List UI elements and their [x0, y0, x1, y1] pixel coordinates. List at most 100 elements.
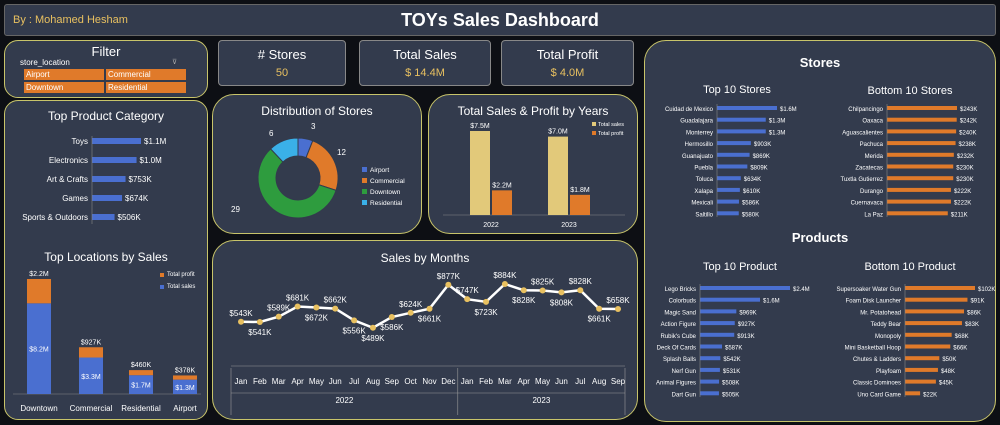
point-value-label: $681K: [286, 293, 310, 302]
donut-slice: [269, 137, 299, 163]
bar: [700, 367, 720, 372]
month-label: Dec: [441, 377, 455, 386]
month-label: Feb: [253, 377, 267, 386]
data-point: [407, 309, 414, 316]
bar: [717, 106, 777, 110]
category-label: Uno Card Game: [857, 392, 901, 397]
bottom-stores-chart: Chilpancingo $243K Oaxaca $242K Aguascalient…: [841, 104, 977, 217]
slicer-field-label: store_location: [20, 58, 70, 67]
legend-swatch: [362, 189, 367, 194]
top-category-chart: Toys $1.1M Electronics $1.0M Art & Crafts $75…: [22, 136, 167, 224]
legend-swatch-sales: [592, 122, 596, 126]
month-label: Sep: [611, 377, 626, 386]
legend-label-profit: Total profit: [167, 272, 195, 278]
bar-value-label: $508K: [722, 381, 739, 387]
bar: [717, 152, 750, 157]
bar: [887, 199, 951, 204]
header-bar: By : Mohamed Hesham TOYs Sales Dashboard: [4, 4, 996, 36]
bar: [717, 164, 748, 169]
month-label: Jan: [461, 377, 474, 386]
category-label: Zacatecas: [855, 166, 883, 172]
sales-value-label: $7.5M: [470, 123, 490, 130]
bar: [700, 344, 723, 349]
category-label: Animal Figures: [656, 381, 696, 387]
category-label: Downtown: [20, 404, 57, 413]
sales-value-label: $3.3M: [81, 374, 101, 381]
slicer-option-commercial[interactable]: Commercial: [106, 69, 186, 80]
profit-value-label: $2.2M: [492, 182, 512, 189]
profit-bar: [173, 375, 197, 380]
category-label: La Paz: [864, 212, 883, 217]
legend-label-profit: Total profit: [598, 131, 624, 137]
point-value-label: $828K: [569, 277, 593, 286]
data-point: [558, 289, 565, 296]
month-label: Jun: [329, 377, 342, 386]
bar-value-label: $68K: [955, 334, 969, 340]
point-value-label: $586K: [380, 323, 404, 332]
bar-value-label: $222K: [954, 201, 971, 207]
point-value-label: $662K: [324, 296, 348, 305]
category-label: Tuxtla Gutierrez: [841, 177, 883, 183]
point-value-label: $658K: [606, 296, 630, 305]
bar: [700, 356, 721, 361]
stores-title: Stores: [799, 55, 841, 70]
months-panel: Sales by Months $543K $541K $589K $681K $672…: [212, 240, 638, 420]
month-label: Apr: [518, 377, 531, 386]
legend-swatch-sales: [160, 285, 164, 289]
bar-value-label: $102K: [978, 287, 995, 293]
data-point: [369, 324, 376, 331]
slicer-option-airport[interactable]: Airport: [24, 69, 104, 80]
month-label: Jul: [575, 377, 585, 386]
category-label: Puebla: [694, 166, 713, 172]
category-label: Splash Balls: [663, 357, 696, 363]
category-label: Classic Dominoes: [853, 381, 901, 387]
bar-value-label: $587K: [725, 346, 742, 352]
bar: [905, 321, 962, 326]
point-value-label: $747K: [456, 286, 480, 295]
data-point: [615, 306, 621, 313]
point-value-label: $808K: [550, 298, 574, 307]
slicer-option-residential[interactable]: Residential: [106, 82, 186, 93]
bar-value-label: $232K: [957, 154, 974, 160]
data-point: [275, 313, 282, 320]
category-label: Pachuca: [860, 142, 884, 148]
bar-value-label: $542K: [723, 357, 740, 363]
bar-value-label: $753K: [129, 175, 153, 184]
slicer-option-downtown[interactable]: Downtown: [24, 82, 104, 93]
bar-value-label: $927K: [738, 322, 755, 328]
bar-value-label: $48K: [941, 369, 955, 375]
bar: [717, 129, 766, 134]
bar: [905, 391, 921, 396]
filter-clear-icon[interactable]: ⊽: [172, 59, 178, 66]
profit-value-label: $1.8M: [570, 187, 590, 194]
category-label: Oaxaca: [862, 119, 883, 125]
bar-value-label: $1.0M: [140, 156, 163, 165]
year-label: 2023: [532, 396, 550, 405]
bar: [700, 297, 760, 302]
bar-value-label: $531K: [723, 369, 740, 375]
bar-value-label: $2.4M: [793, 287, 810, 293]
bar-value-label: $969K: [739, 310, 756, 316]
data-point: [388, 314, 395, 321]
category-label: Art & Crafts: [47, 175, 88, 184]
category-label: Aguascalientes: [842, 130, 883, 136]
bar: [92, 138, 141, 144]
kpi-value: $ 14.4M: [405, 67, 445, 79]
years-panel: Total Sales & Profit by Years $7.5M $2.2M…: [428, 94, 638, 234]
bar-value-label: $211K: [951, 212, 968, 217]
kpi-value: $ 4.0M: [550, 67, 585, 79]
legend-label-sales: Total sales: [598, 122, 624, 128]
donut-slice: [305, 140, 339, 191]
category-label: Dart Gun: [672, 392, 696, 397]
month-label: Aug: [366, 377, 380, 386]
category-label: Colorbuds: [669, 299, 696, 305]
category-label: Airport: [173, 404, 197, 413]
sales-bar: [548, 136, 568, 215]
bar-value-label: $809K: [750, 166, 767, 172]
bar-value-label: $83K: [965, 322, 979, 328]
bar: [887, 141, 956, 146]
category-label: 2022: [483, 222, 499, 229]
data-point: [294, 303, 301, 310]
data-point: [464, 296, 471, 303]
kpi-label: Total Sales: [393, 47, 457, 62]
